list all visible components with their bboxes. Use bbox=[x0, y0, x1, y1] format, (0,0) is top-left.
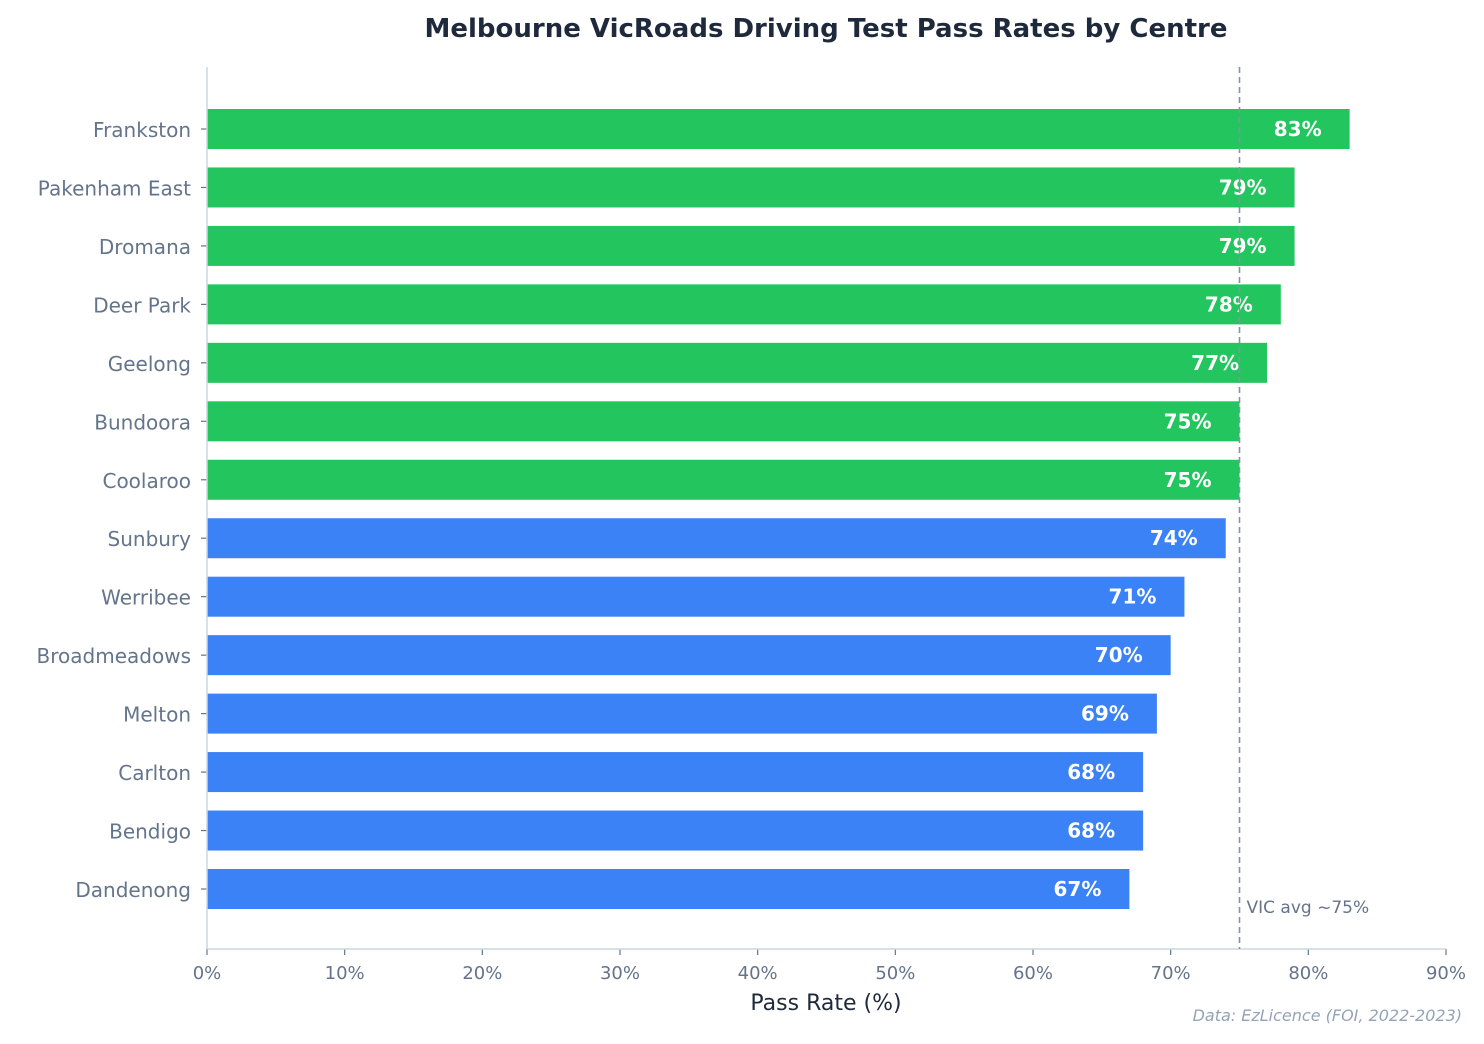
y-tick-label: Dromana bbox=[99, 235, 191, 259]
y-tick-label: Coolaroo bbox=[102, 469, 191, 493]
bar bbox=[207, 401, 1240, 442]
bar bbox=[207, 576, 1185, 617]
average-reference-label: VIC avg ~75% bbox=[1247, 898, 1370, 918]
y-tick-label: Dandenong bbox=[75, 878, 191, 902]
y-tick-label: Geelong bbox=[108, 352, 191, 376]
x-tick-label: 70% bbox=[1151, 963, 1191, 984]
source-note: Data: EzLicence (FOI, 2022-2023) bbox=[1193, 1006, 1462, 1025]
data-label: 68% bbox=[1067, 819, 1115, 843]
x-tick-label: 10% bbox=[325, 963, 365, 984]
data-label: 83% bbox=[1274, 117, 1322, 141]
data-label: 79% bbox=[1219, 175, 1267, 199]
x-tick-label: 30% bbox=[600, 963, 640, 984]
bar bbox=[207, 810, 1144, 851]
y-tick-label: Bendigo bbox=[109, 820, 191, 844]
data-label: 69% bbox=[1081, 702, 1129, 726]
data-label: 67% bbox=[1053, 877, 1101, 901]
bar bbox=[207, 518, 1226, 559]
data-label: 68% bbox=[1067, 760, 1115, 784]
y-tick-label: Carlton bbox=[118, 761, 191, 785]
bar bbox=[207, 459, 1240, 500]
x-tick-label: 40% bbox=[738, 963, 778, 984]
bar bbox=[207, 635, 1171, 676]
y-tick-label: Werribee bbox=[101, 586, 191, 610]
y-tick-label: Bundoora bbox=[94, 410, 191, 434]
bar bbox=[207, 752, 1144, 793]
data-label: 71% bbox=[1109, 585, 1157, 609]
data-label: 74% bbox=[1150, 526, 1198, 550]
y-tick-label: Broadmeadows bbox=[37, 644, 191, 668]
x-tick-label: 50% bbox=[875, 963, 915, 984]
data-label: 79% bbox=[1219, 234, 1267, 258]
x-tick-label: 80% bbox=[1288, 963, 1328, 984]
y-tick-label: Pakenham East bbox=[38, 176, 191, 200]
x-tick-label: 20% bbox=[462, 963, 502, 984]
bar bbox=[207, 225, 1295, 266]
bar bbox=[207, 869, 1130, 909]
bar bbox=[207, 284, 1281, 325]
data-label: 75% bbox=[1164, 468, 1212, 492]
data-label: 78% bbox=[1205, 292, 1253, 316]
y-tick-label: Sunbury bbox=[108, 527, 192, 551]
x-tick-label: 0% bbox=[193, 963, 222, 984]
x-tick-label: 60% bbox=[1013, 963, 1053, 984]
y-tick-label: Deer Park bbox=[93, 293, 191, 317]
chart-title: Melbourne VicRoads Driving Test Pass Rat… bbox=[425, 14, 1228, 44]
bar bbox=[207, 693, 1157, 734]
x-tick-label: 90% bbox=[1426, 963, 1466, 984]
bar bbox=[207, 109, 1350, 149]
data-label: 70% bbox=[1095, 643, 1143, 667]
data-label: 77% bbox=[1191, 351, 1239, 375]
x-axis-label: Pass Rate (%) bbox=[750, 991, 901, 1016]
y-tick-label: Frankston bbox=[93, 118, 191, 142]
data-label: 75% bbox=[1164, 409, 1212, 433]
bar bbox=[207, 167, 1295, 208]
bar bbox=[207, 342, 1268, 383]
y-tick-label: Melton bbox=[123, 703, 191, 727]
